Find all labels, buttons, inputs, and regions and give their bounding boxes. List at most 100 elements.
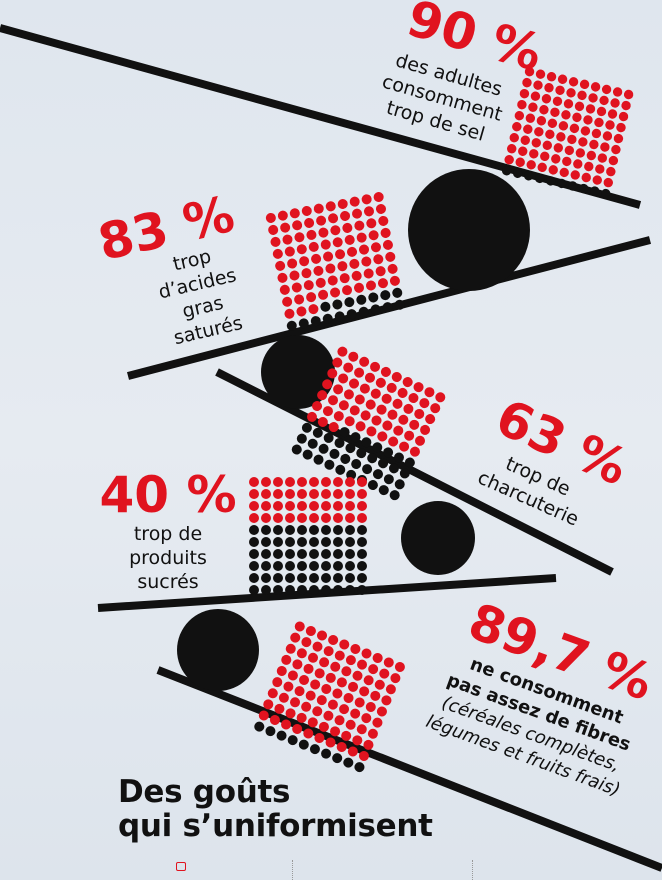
dot-red xyxy=(318,721,329,732)
dot-red xyxy=(296,712,307,723)
dot-red xyxy=(367,728,378,739)
dot-red xyxy=(375,266,386,277)
dot-red xyxy=(361,648,372,659)
dot-black xyxy=(261,549,271,559)
dot-red xyxy=(321,683,332,694)
dot-red xyxy=(325,672,336,683)
dot-red xyxy=(365,701,376,712)
dot-black xyxy=(357,549,367,559)
dot-black xyxy=(302,449,313,460)
dot-red xyxy=(393,425,404,436)
dot-red xyxy=(529,149,539,159)
dot-red xyxy=(545,129,555,140)
dot-red xyxy=(273,477,283,487)
dot-black xyxy=(357,525,367,535)
dot-red xyxy=(344,416,355,427)
dot-red xyxy=(333,477,343,487)
fulcrums xyxy=(177,169,530,691)
dot-red xyxy=(504,155,514,165)
dot-black xyxy=(340,453,351,464)
dot-red xyxy=(345,719,356,730)
dot-red xyxy=(397,387,408,398)
dot-red xyxy=(528,102,538,112)
dot-red xyxy=(388,436,399,447)
dot-red xyxy=(535,69,546,79)
dot-red xyxy=(261,513,271,523)
dot-red xyxy=(303,663,314,674)
dot-red xyxy=(305,626,316,637)
dot-red xyxy=(332,237,343,248)
dot-black xyxy=(321,573,331,583)
dot-red xyxy=(403,403,414,414)
dot-black xyxy=(318,443,329,454)
dot-red xyxy=(354,220,365,231)
dot-red xyxy=(541,94,552,104)
stat-5: 89,7 % ne consomment pas assez de fibres… xyxy=(423,592,660,801)
dot-red xyxy=(555,85,565,95)
dot-red xyxy=(309,477,319,487)
dot-black xyxy=(368,292,379,303)
dot-red xyxy=(320,239,331,250)
dot-red xyxy=(358,750,369,761)
dot-red xyxy=(361,194,372,205)
dot-red xyxy=(312,401,323,412)
dot-black xyxy=(297,537,307,547)
dot-red xyxy=(381,393,392,404)
dot-red xyxy=(297,489,307,499)
ball-3 xyxy=(401,501,475,575)
dot-red xyxy=(414,408,425,419)
dot-black xyxy=(362,464,373,475)
dot-red xyxy=(584,161,594,172)
dot-red xyxy=(277,210,288,221)
dot-red xyxy=(284,308,295,319)
dot-red xyxy=(275,260,286,271)
dot-red xyxy=(533,80,543,90)
dot-red xyxy=(265,212,276,223)
dot-red xyxy=(389,275,400,286)
dot-red xyxy=(332,688,343,699)
dot-red xyxy=(361,713,372,724)
dot-red xyxy=(530,91,541,101)
dot-red xyxy=(307,717,318,728)
stat-4-value: 40 % xyxy=(99,466,236,524)
dot-red xyxy=(354,367,365,378)
dot-red xyxy=(352,208,363,219)
dot-red xyxy=(546,72,557,82)
dot-red xyxy=(515,157,525,167)
logo-mark-icon xyxy=(176,862,186,871)
dot-red xyxy=(318,289,329,300)
dot-red xyxy=(586,150,597,161)
stat-2: 83 % trop d’acides gras saturés xyxy=(93,185,245,349)
dot-black xyxy=(372,442,383,453)
dot-red xyxy=(611,144,621,155)
dot-red xyxy=(370,242,381,253)
dot-red xyxy=(333,513,343,523)
dot-red xyxy=(323,710,334,721)
dot-red xyxy=(330,726,341,737)
dot-red xyxy=(287,670,298,681)
dot-red xyxy=(592,175,602,185)
stat-1: 90 % des adultes consomment trop de sel xyxy=(380,0,549,146)
dot-black xyxy=(297,585,307,595)
dot-red xyxy=(557,74,568,84)
dot-red xyxy=(312,706,323,717)
dot-red xyxy=(334,715,345,726)
dot-red xyxy=(579,79,590,90)
dot-red xyxy=(301,268,312,279)
dot-red xyxy=(425,414,436,425)
dot-black xyxy=(285,585,295,595)
dot-red xyxy=(551,154,561,164)
dot-red xyxy=(269,715,280,726)
dot-black xyxy=(321,748,332,759)
dot-red xyxy=(345,489,355,499)
dot-red xyxy=(301,637,312,648)
dot-black xyxy=(310,316,321,327)
dot-red xyxy=(322,406,333,417)
dot-red xyxy=(507,144,517,154)
dot-red xyxy=(345,477,355,487)
title-line-2: qui s’uniformisent xyxy=(118,808,433,844)
dot-black xyxy=(512,168,523,178)
dot-red xyxy=(345,655,356,666)
dot-red xyxy=(376,404,387,415)
dot-red xyxy=(375,377,386,388)
